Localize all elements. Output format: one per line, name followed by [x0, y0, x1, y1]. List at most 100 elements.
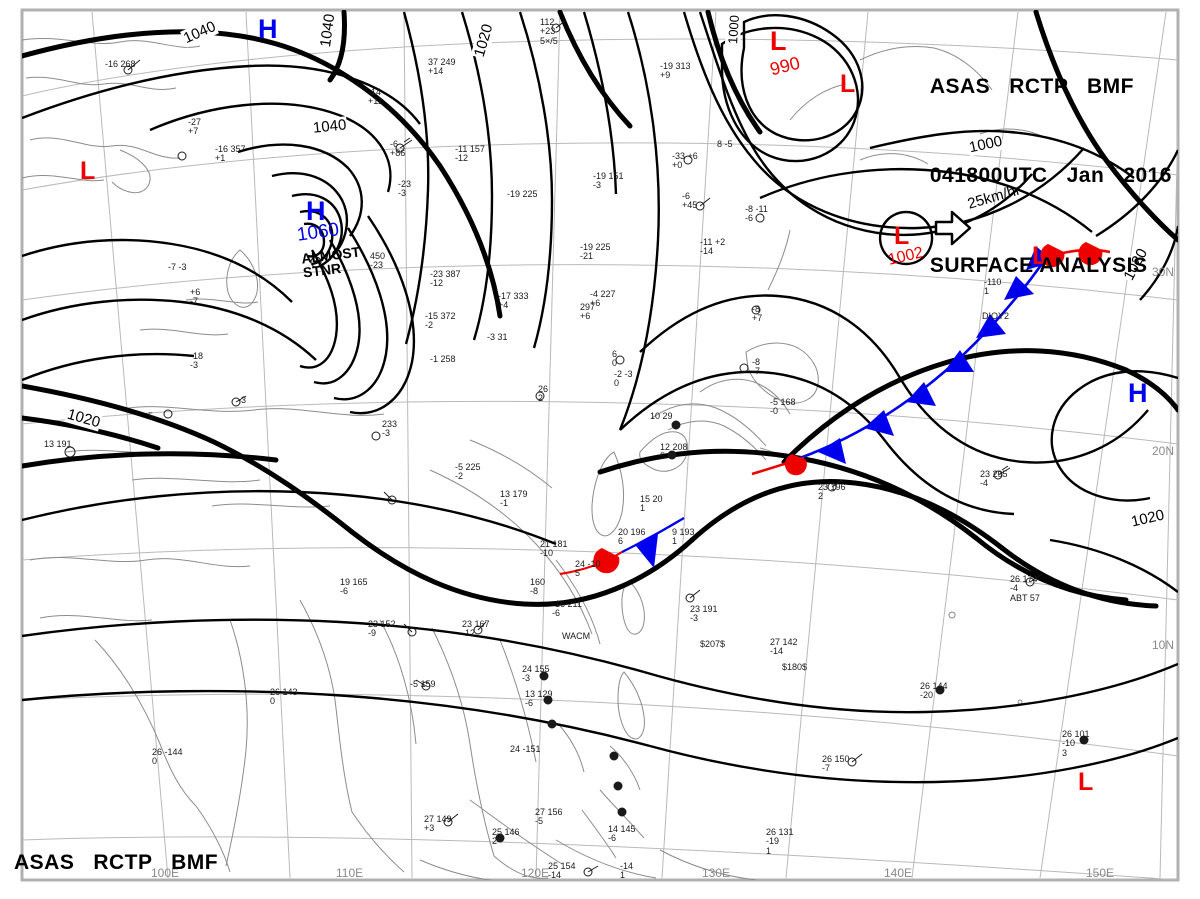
cold-front-main — [799, 246, 1054, 464]
isobars-thin — [22, 11, 1178, 784]
station-plot: -23 -3 — [398, 179, 412, 199]
station-plot: 23 295 -4 — [980, 469, 1008, 489]
station-plot: 26 101 -10 3 — [1062, 729, 1090, 758]
title-line-type: SURFACE ANALYSIS — [929, 253, 1148, 277]
station-symbols — [64, 19, 1089, 877]
station-plot: 26 143 0 — [270, 687, 298, 707]
station-plot: -3 — [238, 395, 247, 405]
station-plot: -33 +6 +0 — [672, 151, 698, 171]
station-plot: WACM — [562, 631, 591, 641]
station-plot: -1 258 — [430, 354, 456, 364]
station-plot: 233 -3 — [382, 419, 398, 439]
station-plot: 20 196 6 — [618, 527, 646, 547]
lon-label-100E: 100E — [151, 866, 180, 880]
low-center-990: L — [770, 26, 787, 56]
frontal-wave-center — [559, 517, 685, 576]
station-plot: 297 +6 — [580, 302, 596, 322]
station-plot: 10 29 — [650, 411, 673, 421]
station-plot: 26 174 -4 ABT 57 — [1010, 574, 1040, 603]
station-plot: 23 191 -3 — [690, 604, 718, 624]
station-plot: 23 167 -12 — [462, 619, 490, 639]
station-plot: -11 157 -12 — [455, 144, 485, 164]
station-plot: 27 156 -5 — [535, 807, 563, 827]
station-plot: -7 -3 — [168, 262, 187, 272]
station-plot: -11 +2 -14 — [700, 237, 726, 257]
low-center-left: L — [80, 157, 96, 185]
station-plot: -2 -3 0 — [614, 369, 633, 389]
station-plot: 24 -151 — [510, 744, 541, 754]
station-plot: 8 -5 — [717, 139, 733, 149]
station-plot: 13 179 -1 — [500, 489, 528, 509]
station-plot: -14 +11 — [368, 87, 383, 107]
station-plot: DIOY2 — [982, 311, 1010, 321]
station-plot: -14 1 — [620, 861, 634, 881]
station-plot: -17 333 +4 — [498, 291, 529, 311]
station-plot: -110 1 — [984, 277, 1002, 297]
station-plot: 27 142 -14 — [770, 637, 798, 657]
station-plot: -16 357 +1 — [215, 144, 246, 164]
station-plot: -19 151 -3 — [593, 171, 624, 191]
high-center-top: H — [258, 14, 278, 44]
low-center-1002: L — [894, 222, 910, 250]
low-center-topright: L — [840, 70, 856, 98]
footer-line-product: ASAS RCTP BMF — [14, 850, 219, 874]
station-plot: 27 149 +3 — [424, 814, 452, 834]
lon-label-120E: 120E — [521, 866, 550, 880]
station-plot: -8 -7 — [752, 357, 761, 377]
lon-label-130E: 130E — [702, 866, 731, 880]
station-plot: 9 193 1 — [672, 527, 695, 547]
graticule — [22, 11, 1178, 880]
station-plot: -5 225 -2 — [455, 462, 481, 482]
station-plot: 13 191 — [44, 439, 72, 449]
station-plot: 24 -10 5 — [575, 559, 601, 579]
warm-front-segments — [751, 242, 1111, 476]
title-line-time: 041800UTC Jan 2016 — [929, 164, 1172, 188]
lat-label-30N: 30N — [1152, 265, 1175, 279]
station-plot: 14 145 -6 — [608, 824, 636, 844]
station-plot: -8 +7 — [752, 304, 763, 324]
station-plot: 26 131 -19 1 — [766, 827, 794, 856]
station-plot: -18 -3 — [190, 351, 204, 371]
title-block-bottom-left: ASAS RCTP BMF 041800UTC Jan 2016 SURFACE… — [14, 788, 256, 899]
station-plot: -4 227 +6 — [590, 289, 616, 309]
high-center-main: H — [306, 196, 326, 226]
station-plot: -19 225 -21 — [580, 242, 611, 262]
station-plot: 23 152 -9 — [368, 619, 396, 639]
station-plot: 26 144 -20 — [920, 681, 948, 701]
station-plot: -19 225 — [507, 189, 538, 199]
lon-label-140E: 140E — [884, 866, 913, 880]
station-plot: -16 268 — [105, 59, 136, 69]
station-plot: -5 159 — [410, 679, 436, 689]
station-plot: 112 +23 5×/5 — [540, 17, 558, 46]
station-plot: 5 — [148, 411, 154, 421]
isobars-thick — [22, 10, 1178, 609]
station-plot: 26 -144 0 — [152, 747, 183, 767]
station-plot: -27 +7 — [188, 117, 202, 137]
station-plot: +6 -7 — [190, 287, 201, 307]
station-plot: -3 31 — [487, 332, 508, 342]
station-plot: -15 372 -2 — [425, 311, 456, 331]
station-plot: -16 211 -6 — [552, 599, 582, 619]
station-plot: 23 196 2 — [818, 482, 846, 502]
title-line-product: ASAS RCTP BMF — [929, 74, 1134, 98]
high-center-right: H — [1128, 378, 1148, 408]
station-plot: -8 -11 -6 — [745, 204, 768, 224]
station-plot: 24 155 -3 — [522, 664, 550, 684]
station-plot: -6 +45 — [682, 191, 698, 211]
station-plot: 15 20 1 — [640, 494, 663, 514]
lat-label-10N: 10N — [1152, 638, 1175, 652]
station-plot: 12 208 5 — [660, 442, 688, 462]
station-plot: 26 150 -7 — [822, 754, 850, 774]
station-plot: 6 0 — [612, 349, 618, 369]
station-plot: 26 2 — [538, 384, 549, 404]
station-plot: 450 -23 — [370, 251, 386, 271]
station-plot: -5 168 -0 — [770, 397, 796, 417]
station-plot: $207$ — [700, 639, 726, 649]
station-plot: 25 146 2 — [492, 827, 520, 847]
low-center-front: L — [1032, 242, 1048, 270]
station-plot: -23 387 -12 — [430, 269, 461, 289]
station-plot: 37 249 +14 — [428, 57, 456, 77]
station-plot: 21 181 -10 — [540, 539, 568, 559]
